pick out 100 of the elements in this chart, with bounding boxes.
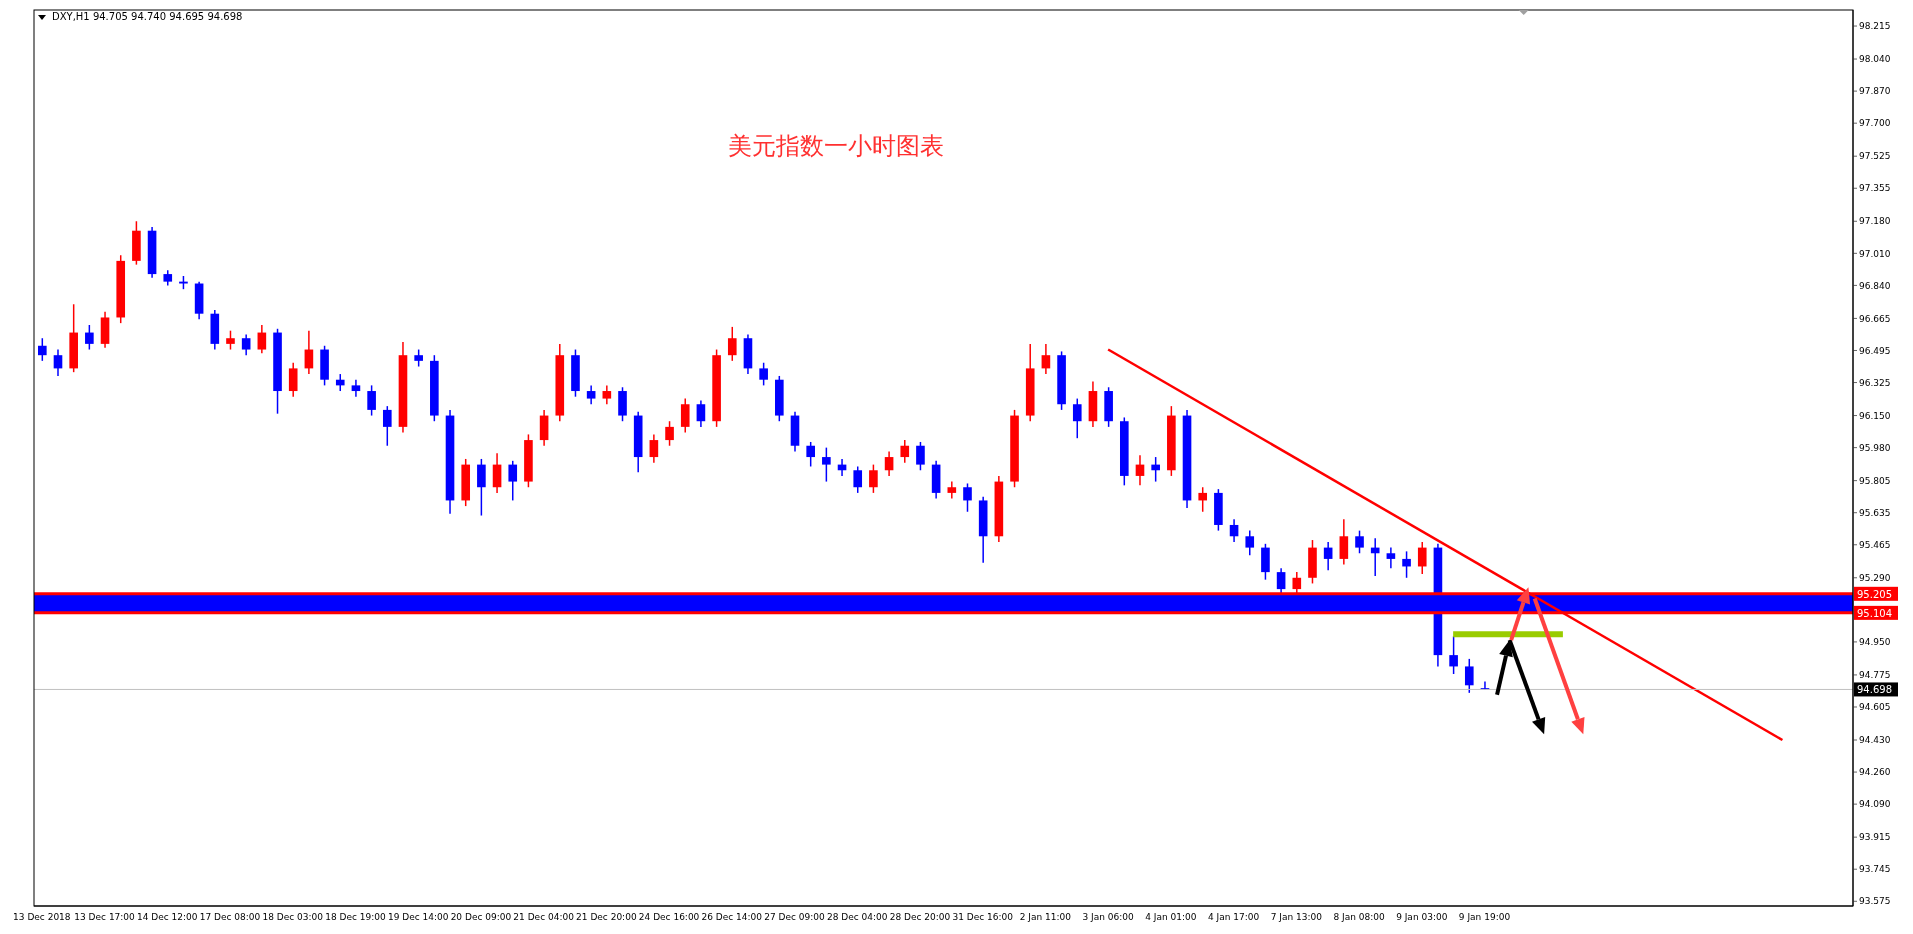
candlestick — [226, 329, 235, 351]
x-tick-label: 24 Dec 16:00 — [638, 912, 700, 923]
y-tick-label: 96.665 — [1859, 313, 1891, 324]
candlestick — [586, 384, 596, 405]
candlestick — [900, 439, 910, 464]
candlestick — [680, 397, 690, 434]
candlestick — [1072, 397, 1082, 439]
y-tick-label: 97.010 — [1859, 248, 1891, 259]
candlestick — [241, 333, 251, 356]
candlestick — [649, 433, 659, 464]
candlestick — [916, 441, 925, 472]
chart-subtitle: DXY,H1 94.705 94.740 94.695 94.698 — [52, 11, 243, 22]
candlestick — [288, 361, 298, 398]
y-tick-label: 94.605 — [1859, 702, 1891, 713]
ref-line-label: 94.698 — [1857, 684, 1892, 696]
x-tick-label: 28 Dec 20:00 — [889, 912, 951, 923]
x-tick-label: 13 Dec 17:00 — [74, 912, 136, 923]
candlestick — [1041, 343, 1051, 375]
x-tick-label: 20 Dec 09:00 — [450, 912, 512, 923]
candlestick — [665, 420, 674, 447]
candlestick — [1464, 658, 1474, 694]
candlestick — [1339, 518, 1349, 566]
y-tick-label: 95.980 — [1859, 442, 1891, 453]
y-tick-label: 97.700 — [1859, 118, 1891, 129]
x-tick-label: 18 Dec 03:00 — [262, 912, 324, 923]
y-tick-label: 97.180 — [1859, 216, 1891, 227]
y-tick-label: 95.635 — [1859, 507, 1891, 518]
candlestick — [1198, 486, 1208, 513]
x-tick-label: 31 Dec 16:00 — [952, 912, 1014, 923]
candlestick — [822, 446, 831, 483]
x-tick-label: 2 Jan 11:00 — [1019, 912, 1072, 923]
x-tick-label: 7 Jan 13:00 — [1270, 912, 1323, 923]
candlestick — [367, 384, 376, 417]
candlestick — [38, 337, 47, 362]
y-tick-label: 94.950 — [1859, 637, 1891, 648]
candlestick — [1135, 454, 1145, 487]
y-tick-label: 94.260 — [1859, 767, 1891, 778]
candlestick — [1229, 518, 1239, 543]
y-tick-label: 97.355 — [1859, 183, 1891, 194]
candlestick — [382, 405, 392, 447]
candlestick — [85, 324, 94, 351]
text: 美元指数一小时图表 — [728, 131, 944, 162]
candlestick — [1417, 541, 1427, 575]
candlestick — [1151, 456, 1160, 483]
y-tick-label: 95.290 — [1859, 572, 1891, 583]
candlestick — [508, 460, 518, 502]
x-tick-label: 17 Dec 08:00 — [199, 912, 261, 923]
x-tick-label: 26 Dec 14:00 — [701, 912, 763, 923]
y-tick-label: 98.040 — [1859, 54, 1891, 65]
y-tick-label: 97.525 — [1859, 151, 1891, 162]
x-tick-label: 21 Dec 20:00 — [576, 912, 637, 923]
x-tick-label: 3 Jan 06:00 — [1082, 912, 1135, 923]
y-tick-label: 94.775 — [1859, 670, 1891, 681]
y-tick-label: 97.870 — [1859, 86, 1891, 97]
y-tick-label: 93.745 — [1859, 864, 1891, 875]
x-tick-label: 4 Jan 01:00 — [1145, 912, 1197, 923]
candlestick — [477, 458, 486, 517]
candlestick — [1355, 529, 1364, 555]
x-tick-label: 13 Dec 2018 — [13, 912, 71, 923]
candlestick — [853, 465, 863, 494]
x-tick-label: 18 Dec 19:00 — [325, 912, 386, 923]
candlestick — [602, 384, 612, 405]
candlestick — [806, 441, 815, 468]
y-tick-label: 94.090 — [1859, 799, 1891, 810]
x-tick-label: 28 Dec 04:00 — [826, 912, 888, 923]
candlestick — [869, 463, 878, 494]
ref-line-label: 95.104 — [1857, 607, 1892, 619]
x-tick-label: 27 Dec 09:00 — [764, 912, 826, 923]
candlestick — [1402, 550, 1411, 579]
x-tick-label: 19 Dec 14:00 — [387, 912, 449, 923]
candlestick — [1370, 537, 1380, 577]
x-tick-label: 4 Jan 17:00 — [1207, 912, 1260, 923]
ref-line-label: 95.205 — [1857, 588, 1892, 600]
y-tick-label: 96.495 — [1859, 345, 1891, 356]
x-tick-label: 9 Jan 19:00 — [1458, 912, 1511, 923]
candlestick — [884, 450, 894, 477]
candlestick — [727, 326, 737, 362]
y-tick-label: 96.325 — [1859, 377, 1891, 388]
y-tick-label: 98.215 — [1859, 21, 1891, 32]
y-tick-label: 96.840 — [1859, 280, 1891, 291]
candlestick — [759, 361, 768, 387]
x-tick-label: 21 Dec 04:00 — [513, 912, 575, 923]
candlestick — [963, 482, 972, 513]
candlestick — [1449, 635, 1458, 675]
y-tick-label: 96.150 — [1859, 410, 1891, 421]
candlestick — [1323, 541, 1333, 571]
candlestick — [1245, 529, 1255, 556]
y-tick-label: 95.465 — [1859, 539, 1891, 550]
candlestick — [53, 348, 63, 377]
candlestick — [1386, 546, 1396, 570]
y-tick-label: 95.805 — [1859, 475, 1891, 486]
candlestick — [257, 324, 267, 355]
candlestick — [492, 452, 502, 494]
x-tick-label: 8 Jan 08:00 — [1333, 912, 1385, 923]
y-tick-label: 93.915 — [1859, 832, 1891, 843]
y-tick-label: 94.430 — [1859, 735, 1891, 746]
x-tick-label: 14 Dec 12:00 — [137, 912, 198, 923]
candlestick — [696, 399, 706, 428]
x-tick-label: 9 Jan 03:00 — [1396, 912, 1448, 923]
y-tick-label: 93.575 — [1859, 896, 1891, 907]
